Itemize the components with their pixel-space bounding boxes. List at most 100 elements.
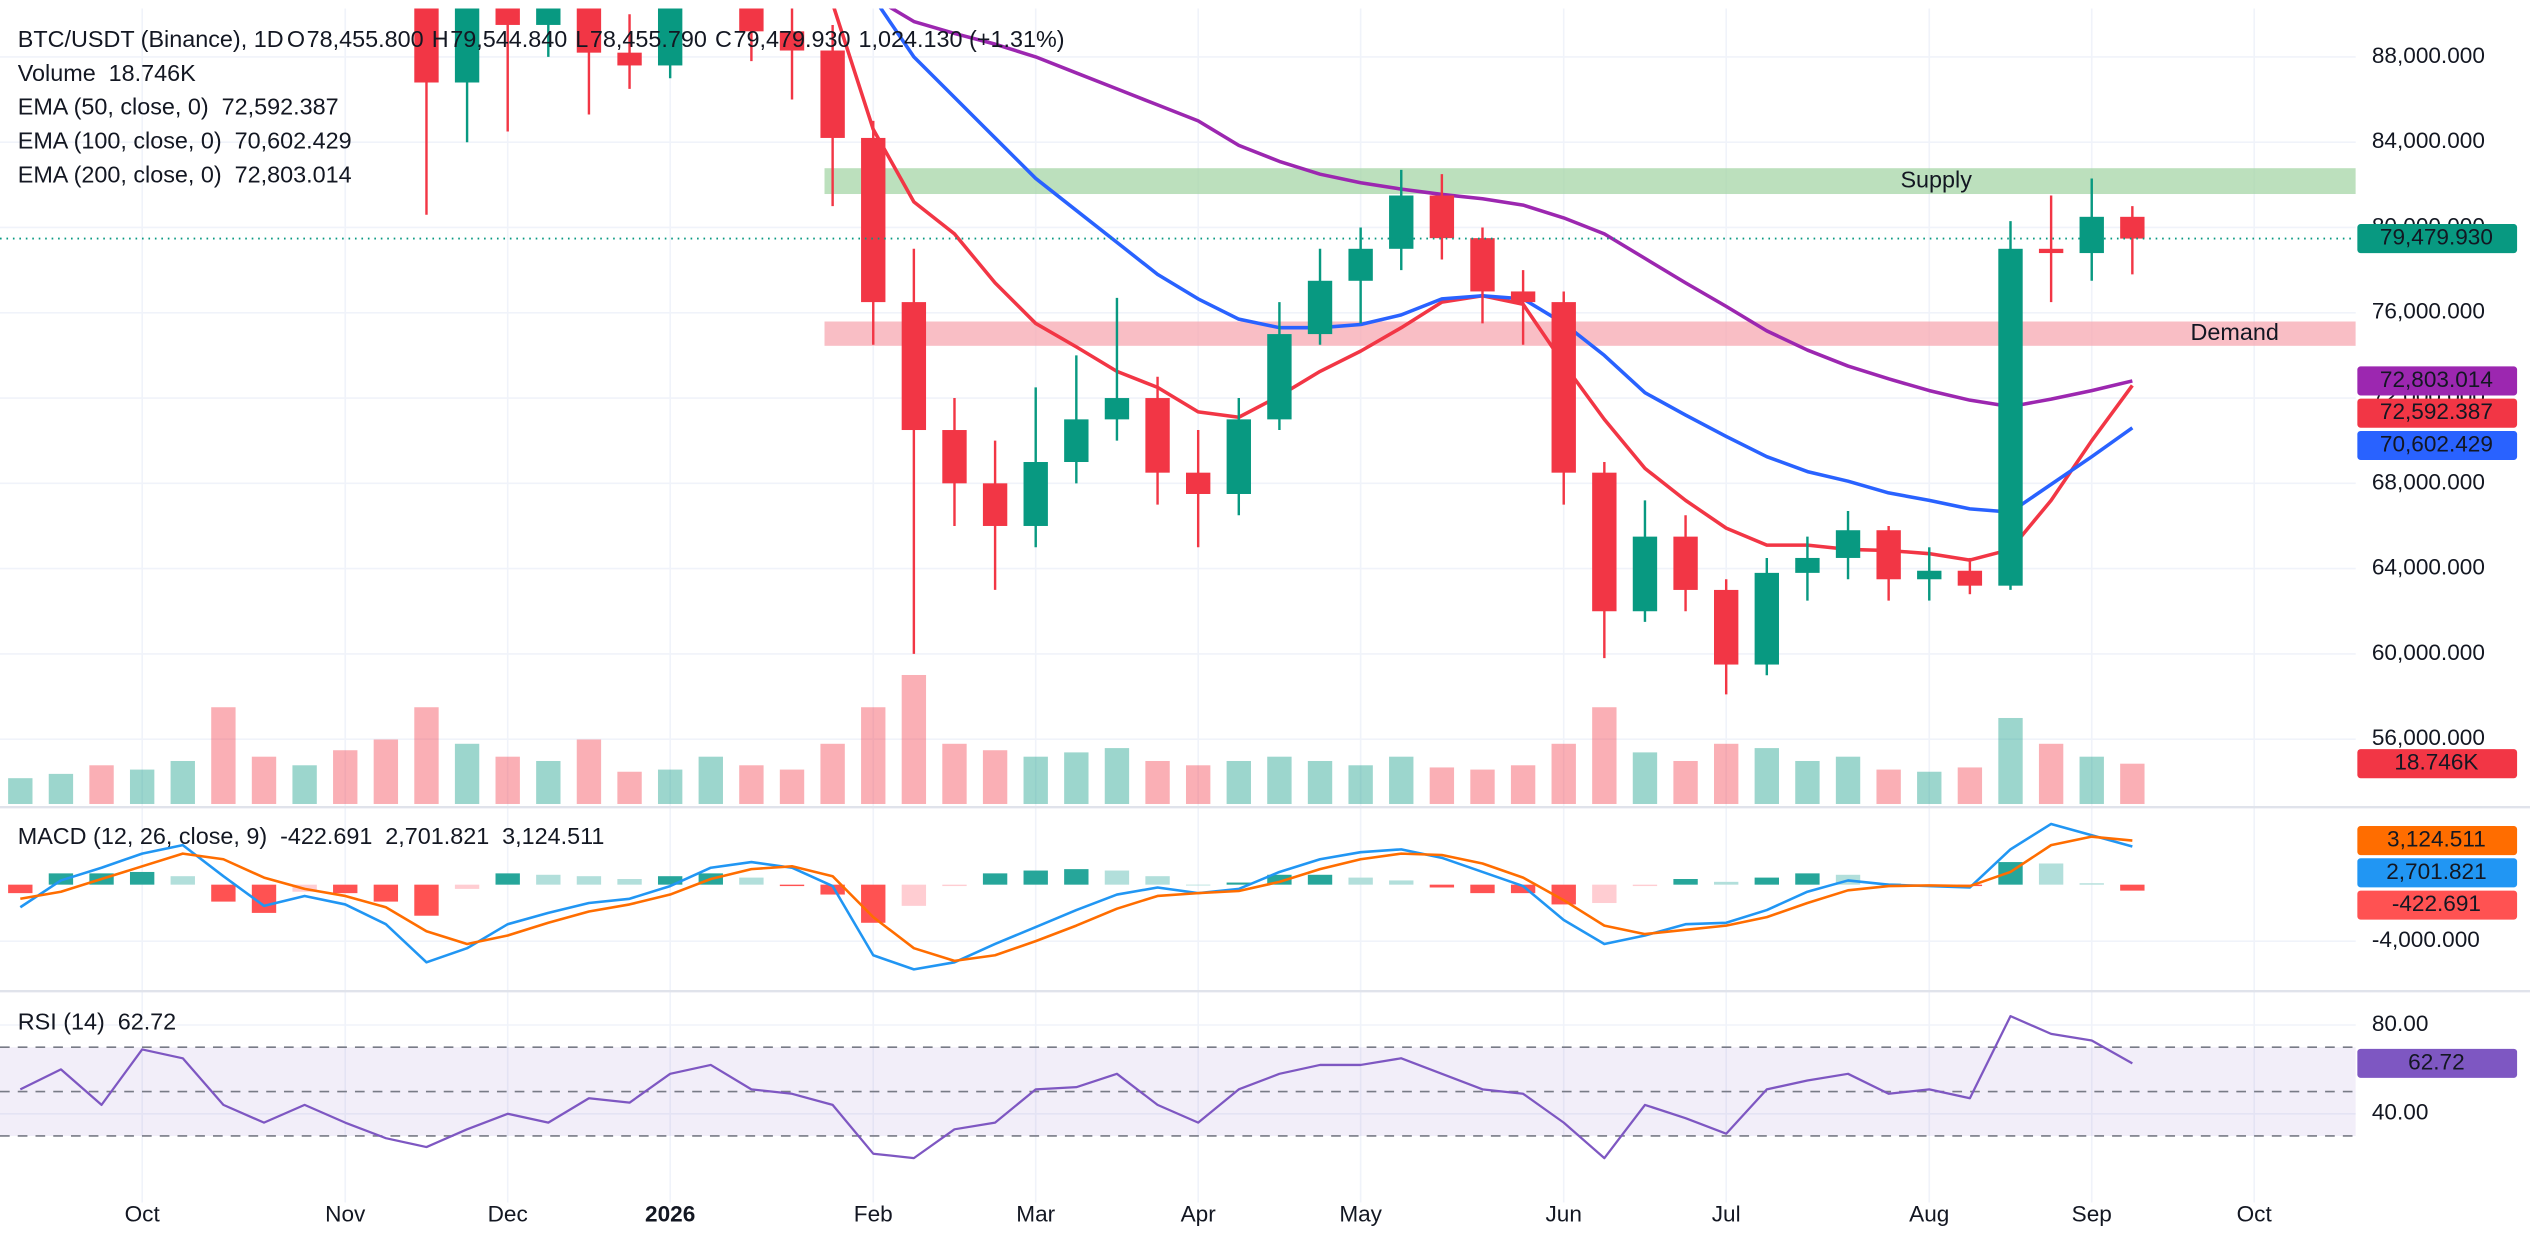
legend-ema: EMA (100, close, 0) — [18, 128, 222, 154]
volume-bar — [536, 760, 561, 804]
candle-body — [1592, 472, 1617, 612]
x-tick-label: Dec — [488, 1201, 528, 1226]
macd-histogram-bar — [901, 884, 927, 906]
candle-body — [1145, 398, 1170, 473]
macd-histogram-bar — [739, 877, 764, 885]
legend-value: 70,602.429 — [235, 128, 352, 154]
macd-histogram-bar — [1145, 876, 1170, 885]
candle-body — [779, 31, 805, 51]
price-badge — [2357, 430, 2518, 460]
volume-bar — [373, 739, 399, 804]
volume-bar — [454, 743, 480, 804]
volume-bar — [1673, 760, 1698, 804]
macd-histogram-bar — [454, 884, 480, 889]
macd-histogram-bar — [1389, 880, 1414, 885]
ohlc-value: 78,455.800 — [307, 26, 424, 52]
x-tick-label: Mar — [1016, 1201, 1055, 1226]
volume-bar — [1104, 748, 1130, 804]
volume-bar — [1632, 752, 1658, 804]
rsi-pane — [0, 1015, 2356, 1160]
candle-body — [536, 8, 561, 25]
candle-body — [1429, 195, 1455, 239]
macd-histogram-bar — [1592, 884, 1617, 904]
macd-histogram-bar — [942, 884, 967, 887]
volume-bar — [739, 765, 764, 804]
macd-histogram-bar — [1185, 884, 1211, 886]
price-badge-label: 18.746K — [2394, 750, 2478, 775]
rsi-line — [19, 1015, 2133, 1160]
macd-histogram-bar — [657, 876, 683, 885]
macd-histogram-bar — [1307, 874, 1333, 885]
candle-body — [739, 8, 764, 32]
candle-body — [617, 52, 642, 66]
macd-pane — [8, 822, 2145, 971]
volume-bar — [576, 739, 602, 804]
volume-bar — [1795, 760, 1820, 804]
macd-histogram-bar — [1795, 873, 1820, 885]
candle-body — [1835, 530, 1861, 558]
legend-value: 3,124.511 — [502, 823, 604, 849]
volume-bar — [617, 771, 642, 804]
volume-bar — [1835, 756, 1861, 804]
macd-histogram-bar — [1754, 877, 1779, 885]
volume-bar — [861, 707, 886, 804]
macd-histogram-bar — [495, 873, 520, 885]
x-tick-label: 2026 — [645, 1201, 695, 1226]
macd-histogram-bar — [129, 871, 155, 885]
candle-body — [2120, 216, 2145, 239]
y-tick-label: -4,000.000 — [2372, 927, 2480, 952]
macd-histogram-bar — [1470, 884, 1495, 894]
legend-macd: MACD (12, 26, close, 9) — [18, 823, 267, 849]
macd-histogram-bar — [1064, 869, 1089, 885]
y-tick-label: 40.00 — [2372, 1100, 2429, 1125]
volume-bar — [48, 773, 74, 804]
macd-histogram-bar — [414, 884, 439, 916]
macd-histogram-bar — [576, 876, 602, 885]
x-tick-label: Jul — [1712, 1201, 1741, 1226]
ema-line — [878, 8, 2134, 514]
x-tick-label: Nov — [325, 1201, 366, 1226]
zone — [824, 321, 2356, 346]
volume-bar — [1592, 707, 1617, 804]
candle-body — [1510, 291, 1536, 303]
price-badge-label: -422.691 — [2392, 891, 2481, 916]
ohlc-value: 79,479.930 — [733, 26, 850, 52]
volume-bar — [1429, 767, 1455, 804]
volume-bar — [2038, 743, 2064, 804]
candle-body — [1754, 572, 1779, 665]
legend-value: 62.72 — [118, 1009, 177, 1035]
macd-histogram-bar — [2079, 883, 2104, 885]
volume-bar — [942, 743, 967, 804]
y-tick-label: 80.00 — [2372, 1011, 2429, 1036]
zone-label: Supply — [1900, 166, 1972, 192]
macd-histogram-bar — [1551, 884, 1576, 905]
y-tick-label: 76,000.000 — [2372, 299, 2485, 324]
candle-body — [576, 8, 602, 53]
legend-volume: Volume — [18, 60, 96, 86]
volume-bar — [292, 765, 317, 804]
macd-histogram-bar — [1429, 884, 1455, 888]
candle-body — [414, 8, 439, 83]
price-badge — [2357, 224, 2518, 254]
ema-line — [832, 8, 2134, 562]
x-tick-label: Feb — [854, 1201, 893, 1226]
volume-bar — [1389, 756, 1414, 804]
candle-body — [1957, 570, 1983, 586]
macd-histogram-bar — [1632, 884, 1658, 887]
macd-histogram-bar — [2038, 863, 2064, 885]
candle-body — [1307, 280, 1333, 335]
volume-bar — [657, 769, 683, 804]
candle-body — [1267, 334, 1292, 420]
candle-body — [861, 137, 886, 303]
zone-label: Demand — [2191, 319, 2279, 345]
volume-bar — [495, 756, 520, 804]
candle-body — [942, 430, 967, 484]
volume-bar — [1348, 765, 1373, 804]
candle-body — [1551, 302, 1576, 473]
x-tick-label: Jun — [1546, 1201, 1582, 1226]
price-badge-label: 62.72 — [2408, 1049, 2465, 1074]
axes: Oct Nov Dec 2026 Feb Mar Apr May Jun Jul Aug Sep Oct… — [125, 43, 2518, 1226]
macd-histogram-bar — [1714, 881, 1739, 885]
